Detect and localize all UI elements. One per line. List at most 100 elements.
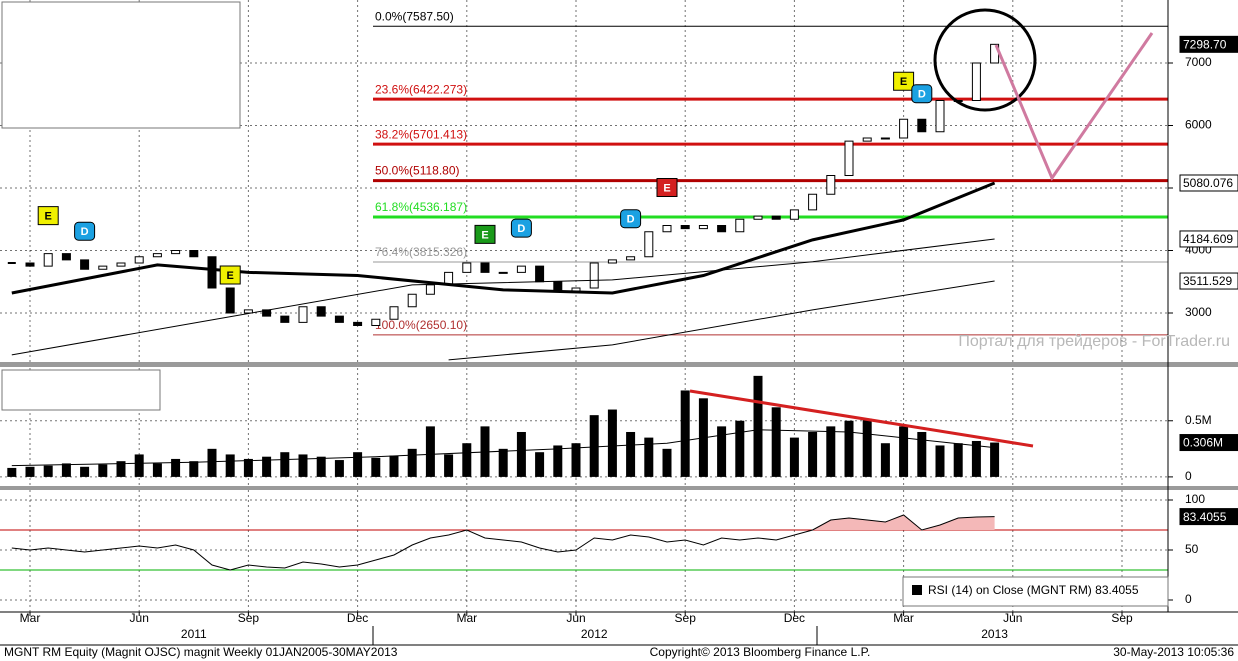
candle <box>753 215 763 220</box>
volume-bar <box>98 464 108 477</box>
fib-label: 76.4%(3815.326) <box>375 245 467 259</box>
candle <box>371 318 381 326</box>
end-label-box <box>1179 174 1238 192</box>
end-label: 3511.529 <box>1183 274 1232 288</box>
x-tick-label: Mar <box>893 611 914 625</box>
fib-label: 61.8%(4536.187) <box>375 200 467 214</box>
volume-bar <box>717 426 727 477</box>
candle <box>189 250 199 258</box>
moving-average <box>448 280 995 361</box>
end-label: 4184.609 <box>1183 232 1233 246</box>
event-icon <box>474 224 496 244</box>
candle <box>389 306 399 320</box>
y-tick-label: 0 <box>1185 592 1192 606</box>
volume-bar <box>953 443 963 477</box>
fib-label: 23.6%(6422.273) <box>375 82 467 96</box>
end-label-box <box>1179 272 1238 290</box>
volume-bar <box>43 465 53 477</box>
y-tick-label: 3000 <box>1185 305 1212 319</box>
volume-bar <box>971 440 981 477</box>
candle <box>462 262 472 273</box>
volume-bar <box>171 458 181 477</box>
candle <box>316 306 326 317</box>
candle <box>735 218 745 233</box>
candle <box>407 293 417 308</box>
candle <box>353 321 363 326</box>
overbought-area <box>11 515 995 530</box>
candle <box>98 265 108 270</box>
volume-bar <box>862 418 872 477</box>
candle <box>971 62 981 101</box>
volume-bar <box>789 437 799 477</box>
volume-bar <box>152 463 162 477</box>
candle <box>626 256 636 261</box>
candle <box>425 284 435 295</box>
candle <box>334 315 344 323</box>
candle <box>498 271 508 274</box>
year-label: 2011 <box>181 627 207 641</box>
event-label: D <box>517 223 525 235</box>
volume-bar <box>280 452 290 477</box>
volume-bar <box>353 452 363 477</box>
candle <box>808 193 818 211</box>
volume-bar <box>771 407 781 477</box>
y-tick-label: 0 <box>1185 469 1192 483</box>
event-label: D <box>627 214 635 226</box>
candle <box>280 315 290 323</box>
volume-trend-line <box>689 389 1034 448</box>
moving-average <box>11 181 996 295</box>
event-label: E <box>45 211 52 223</box>
candle <box>771 215 781 220</box>
candle <box>826 175 836 195</box>
candle <box>917 118 927 133</box>
volume-bar <box>371 457 381 477</box>
x-tick-label: Sep <box>1111 611 1133 625</box>
event-icon <box>219 265 241 285</box>
x-tick-label: Jun <box>1003 611 1022 625</box>
candle <box>298 306 308 323</box>
end-label: 83.4055 <box>1183 510 1227 524</box>
candle <box>899 118 909 139</box>
x-tick-label: Dec <box>347 611 368 625</box>
event-label: E <box>663 182 670 194</box>
candle <box>80 259 90 270</box>
y-tick-label: 50 <box>1185 542 1199 556</box>
x-tick-label: Dec <box>784 611 805 625</box>
x-tick-label: Sep <box>675 611 697 625</box>
end-label: 7298.70 <box>1183 38 1227 52</box>
candle <box>607 259 617 264</box>
moving-average <box>11 238 995 356</box>
candle <box>43 253 53 267</box>
volume-bar <box>626 431 636 477</box>
end-label-box <box>1179 230 1238 248</box>
fib-label: 0.0%(7587.50) <box>375 9 454 23</box>
end-label: 0.306M <box>1183 436 1223 450</box>
volume-bar <box>243 458 253 477</box>
candle <box>134 256 144 264</box>
candle <box>698 225 708 230</box>
volume-bar <box>80 466 90 477</box>
volume-bar <box>808 431 818 477</box>
volume-bar <box>407 448 417 477</box>
volume-bar <box>644 437 654 477</box>
end-label-box <box>1179 35 1238 53</box>
event-icon <box>620 209 642 229</box>
volume-bar <box>189 461 199 477</box>
price-legend-box <box>1 1 241 129</box>
volume-bar <box>498 448 508 477</box>
volume-bar <box>298 454 308 477</box>
volume-bar <box>116 461 126 477</box>
volume-bar <box>225 454 235 477</box>
candle <box>789 209 799 220</box>
candle <box>225 287 235 314</box>
volume-bar <box>935 445 945 477</box>
volume-bar <box>134 454 144 477</box>
event-icon <box>893 71 915 91</box>
volume-bar <box>880 443 890 477</box>
footer-center: Copyright© 2013 Bloomberg Finance L.P. <box>650 645 871 659</box>
forecast-path <box>994 32 1154 182</box>
volume-bar <box>607 409 617 477</box>
panel-separator <box>0 362 1238 367</box>
x-tick-label: Mar <box>20 611 41 625</box>
y-tick-label: 100 <box>1185 492 1205 506</box>
